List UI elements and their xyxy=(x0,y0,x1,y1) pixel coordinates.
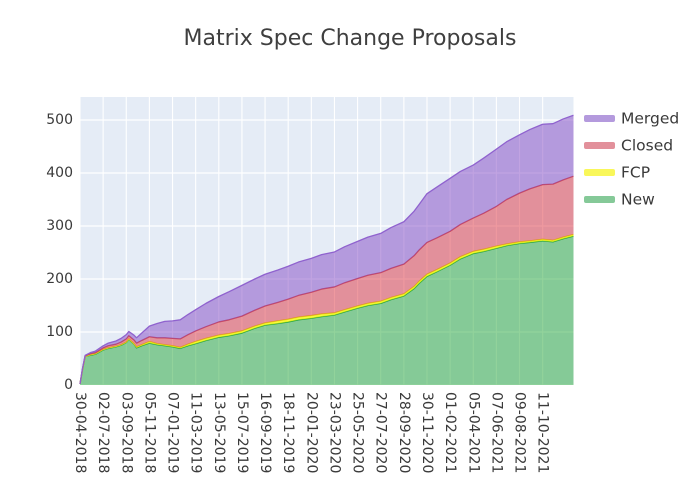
y-tick-label: 0 xyxy=(64,377,73,393)
x-tick-label: 03-09-2018 xyxy=(118,392,134,473)
area-closed xyxy=(80,176,574,384)
area-new xyxy=(80,236,574,385)
x-tick-label: 11-10-2021 xyxy=(535,392,551,473)
legend-swatch-closed xyxy=(584,142,615,149)
x-axis-tick-labels: 30-04-2018 02-07-2018 03-09-2018 05-11-2018… xyxy=(72,392,551,473)
x-tick-label: 01-02-2021 xyxy=(442,392,458,473)
x-tick-label: 27-07-2020 xyxy=(373,392,389,473)
area-merged xyxy=(80,115,574,384)
x-tick-label: 13-05-2019 xyxy=(211,392,227,473)
x-tick-label: 25-05-2020 xyxy=(350,392,366,473)
x-tick-label: 07-01-2019 xyxy=(165,392,181,473)
legend-swatch-new xyxy=(584,196,615,203)
legend: Merged Closed FCP New xyxy=(584,110,679,209)
chart-title: Matrix Spec Change Proposals xyxy=(184,26,517,51)
legend-label-merged: Merged xyxy=(621,110,679,128)
stacked-areas xyxy=(79,114,574,385)
x-tick-label: 20-01-2020 xyxy=(303,392,319,473)
y-tick-label: 200 xyxy=(46,271,73,287)
x-tick-label: 23-03-2020 xyxy=(326,392,342,473)
x-tick-label: 05-04-2021 xyxy=(465,392,481,473)
x-tick-label: 28-09-2020 xyxy=(396,392,412,473)
y-axis-tick-labels: 0 100 200 300 400 500 xyxy=(46,112,73,393)
legend-label-fcp: FCP xyxy=(621,164,650,182)
area-outline-merged xyxy=(79,114,574,385)
legend-label-new: New xyxy=(621,191,655,209)
y-tick-label: 400 xyxy=(46,165,73,181)
x-tick-label: 02-07-2018 xyxy=(95,392,111,473)
x-tick-label: 16-09-2019 xyxy=(257,392,273,473)
y-tick-label: 100 xyxy=(46,324,73,340)
x-tick-label: 18-11-2019 xyxy=(280,392,296,473)
legend-label-closed: Closed xyxy=(621,137,673,155)
x-tick-label: 15-07-2019 xyxy=(234,392,250,473)
x-tick-label: 30-11-2020 xyxy=(419,392,435,473)
y-tick-label: 300 xyxy=(46,218,73,234)
x-tick-label: 05-11-2018 xyxy=(141,392,157,473)
x-tick-label: 30-04-2018 xyxy=(72,392,88,473)
x-tick-label: 11-03-2019 xyxy=(188,392,204,473)
x-tick-label: 07-06-2021 xyxy=(488,392,504,473)
x-tick-label: 09-08-2021 xyxy=(512,392,528,473)
legend-swatch-fcp xyxy=(584,169,615,176)
legend-swatch-merged xyxy=(584,115,615,122)
y-tick-label: 500 xyxy=(46,112,73,128)
